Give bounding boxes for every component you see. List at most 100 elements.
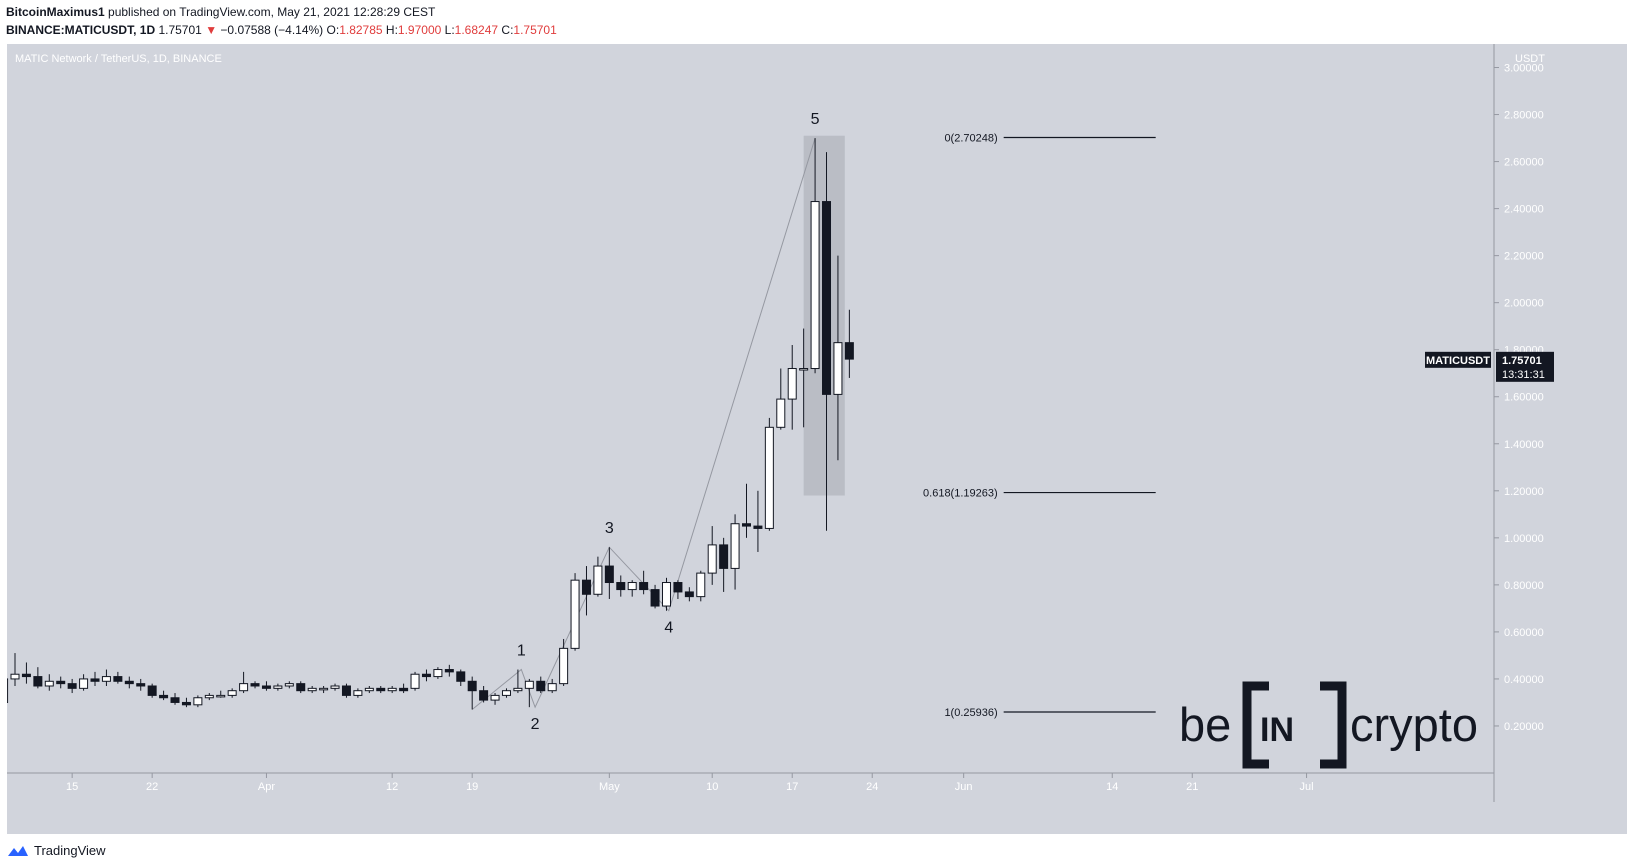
candle-body bbox=[684, 591, 694, 598]
candle-body bbox=[44, 680, 54, 687]
candle-body bbox=[170, 697, 180, 703]
publish-text: published on TradingView.com, May 21, 20… bbox=[104, 5, 436, 19]
candle bbox=[410, 671, 420, 691]
candle-body bbox=[513, 687, 523, 692]
candle bbox=[387, 685, 397, 694]
candle bbox=[639, 570, 649, 595]
price-badge bbox=[1496, 351, 1554, 382]
candle-body bbox=[273, 685, 283, 689]
last-price-value: 1.75701 bbox=[158, 23, 202, 37]
candle bbox=[7, 678, 9, 703]
candle bbox=[353, 688, 363, 698]
candle bbox=[10, 653, 20, 686]
candle-body bbox=[216, 694, 226, 698]
tradingview-logo[interactable]: TradingView bbox=[6, 843, 106, 858]
wave-label: 3 bbox=[605, 520, 614, 537]
fib-level-label: 0(2.70248) bbox=[944, 132, 997, 144]
candle-body bbox=[764, 426, 774, 529]
y-tick-label: 1.00000 bbox=[1504, 533, 1544, 545]
y-tick-label: 1.20000 bbox=[1504, 486, 1544, 498]
candle-body bbox=[10, 673, 20, 680]
chart-area[interactable]: MATIC Network / TetherUS, 1D, BINANCE US… bbox=[7, 44, 1627, 834]
candle-body bbox=[696, 572, 706, 598]
x-tick-label: 19 bbox=[466, 781, 478, 793]
open-label: O: bbox=[326, 23, 340, 37]
candle-body bbox=[776, 398, 786, 428]
candle bbox=[501, 688, 511, 698]
candle-body bbox=[559, 647, 569, 685]
candle bbox=[170, 693, 180, 705]
candle-body bbox=[113, 676, 123, 682]
candle-body bbox=[627, 582, 637, 591]
candle bbox=[21, 662, 31, 684]
candle-body bbox=[844, 342, 854, 360]
candle-body bbox=[536, 680, 546, 692]
x-tick-label: 14 bbox=[1106, 781, 1118, 793]
candle-body bbox=[181, 701, 191, 706]
wave-label: 1 bbox=[517, 643, 526, 660]
candle bbox=[44, 674, 54, 691]
candle bbox=[79, 674, 89, 691]
down-arrow-icon: ▼ bbox=[205, 23, 218, 37]
candle-body bbox=[799, 368, 809, 371]
candle-body bbox=[593, 565, 603, 595]
candle bbox=[833, 255, 843, 461]
candle bbox=[101, 669, 111, 686]
candle bbox=[730, 514, 740, 590]
candle-body bbox=[124, 680, 134, 685]
ohlc-legend: BINANCE:MATICUSDT, 1D 1.75701 ▼ −0.07588… bbox=[6, 23, 557, 37]
x-tick-label: Jul bbox=[1300, 781, 1314, 793]
candle-body bbox=[410, 673, 420, 689]
low-value: 1.68247 bbox=[454, 23, 499, 37]
candle-body bbox=[319, 687, 329, 691]
logo-bracket-left bbox=[1242, 681, 1269, 769]
candle bbox=[113, 671, 123, 684]
candle bbox=[136, 678, 146, 691]
candle bbox=[570, 573, 580, 651]
wave-label: 4 bbox=[664, 620, 673, 637]
candle bbox=[673, 580, 683, 599]
y-tick-label: 0.40000 bbox=[1504, 674, 1544, 686]
symbol-badge-text: MATICUSDT bbox=[1426, 355, 1490, 367]
x-tick-label: 24 bbox=[866, 781, 878, 793]
candle-body bbox=[7, 678, 9, 703]
candle-body bbox=[353, 690, 363, 696]
y-tick-label: 0.80000 bbox=[1504, 580, 1544, 592]
time-axis-background bbox=[7, 773, 1627, 834]
logo-in: IN bbox=[1260, 711, 1294, 749]
candle-body bbox=[147, 685, 157, 696]
candle-body bbox=[810, 201, 820, 370]
candle bbox=[696, 570, 706, 602]
candle bbox=[284, 681, 294, 689]
x-tick-label: 21 bbox=[1186, 781, 1198, 793]
candle-body bbox=[399, 687, 409, 692]
x-tick-label: Jun bbox=[955, 781, 973, 793]
candle-body bbox=[387, 687, 397, 692]
candle bbox=[490, 693, 500, 705]
candle bbox=[204, 693, 214, 701]
candle bbox=[376, 685, 386, 694]
candle-body bbox=[33, 676, 43, 687]
candle bbox=[341, 683, 351, 698]
candlestick-chart[interactable]: MATIC Network / TetherUS, 1D, BINANCE US… bbox=[7, 44, 1627, 834]
candle-body bbox=[79, 678, 89, 689]
candle bbox=[616, 575, 626, 597]
candle-body bbox=[719, 544, 729, 569]
wave-label: 5 bbox=[811, 111, 820, 128]
candle bbox=[604, 547, 614, 599]
y-tick-label: 2.80000 bbox=[1504, 110, 1544, 122]
author-name[interactable]: BitcoinMaximus1 bbox=[6, 5, 105, 19]
price-axis-background bbox=[1494, 44, 1627, 773]
candle bbox=[524, 678, 534, 708]
candle-body bbox=[707, 544, 717, 574]
candle-body bbox=[604, 565, 614, 584]
candle-body bbox=[467, 680, 477, 692]
candle bbox=[147, 683, 157, 698]
y-tick-label: 2.00000 bbox=[1504, 298, 1544, 310]
candle-body bbox=[650, 589, 660, 607]
y-tick-label: 2.20000 bbox=[1504, 251, 1544, 263]
publish-info: BitcoinMaximus1 published on TradingView… bbox=[6, 5, 435, 19]
candle bbox=[444, 664, 454, 677]
countdown-text: 13:31:31 bbox=[1502, 369, 1545, 381]
candle-body bbox=[421, 673, 431, 678]
